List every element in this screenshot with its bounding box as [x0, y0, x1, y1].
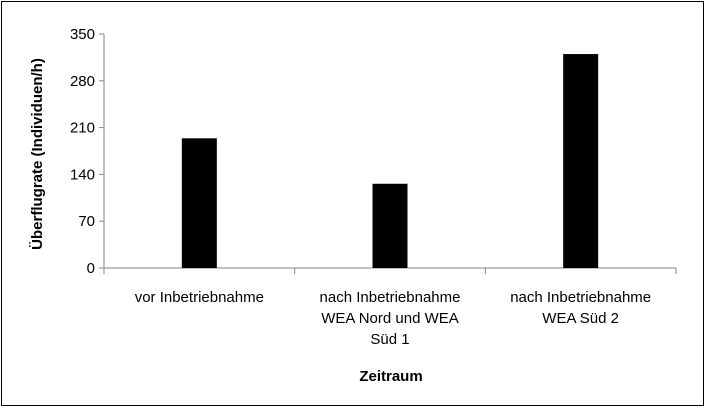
x-category-label-line: Süd 1: [370, 331, 409, 348]
y-tick-label: 350: [70, 26, 95, 43]
x-category-label-line: vor Inbetriebnahme: [135, 289, 264, 306]
x-category-label-line: WEA Nord und WEA: [321, 310, 459, 327]
y-axis-title: Überflugrate (Individuen/h): [29, 58, 46, 250]
x-category-label: nach Inbetriebnahme WEA Nord und WEA Süd 1: [320, 289, 461, 348]
x-axis-title: Zeitraum: [359, 368, 422, 385]
bar: [372, 183, 408, 268]
y-tick-label: 140: [70, 166, 95, 183]
bar: [181, 138, 217, 268]
x-category-label-line: nach Inbetriebnahme: [510, 289, 651, 306]
y-tick-label: 210: [70, 120, 95, 137]
x-category-label-line: WEA Süd 2: [542, 310, 619, 327]
x-category-label: nach Inbetriebnahme WEA Süd 2: [510, 289, 651, 327]
y-tick-label: 70: [78, 213, 95, 230]
x-category-label-line: nach Inbetriebnahme: [320, 289, 461, 306]
bar: [563, 54, 599, 268]
x-category-label: vor Inbetriebnahme: [135, 289, 264, 306]
y-tick-label: 280: [70, 73, 95, 90]
y-tick-label: 0: [87, 260, 95, 277]
